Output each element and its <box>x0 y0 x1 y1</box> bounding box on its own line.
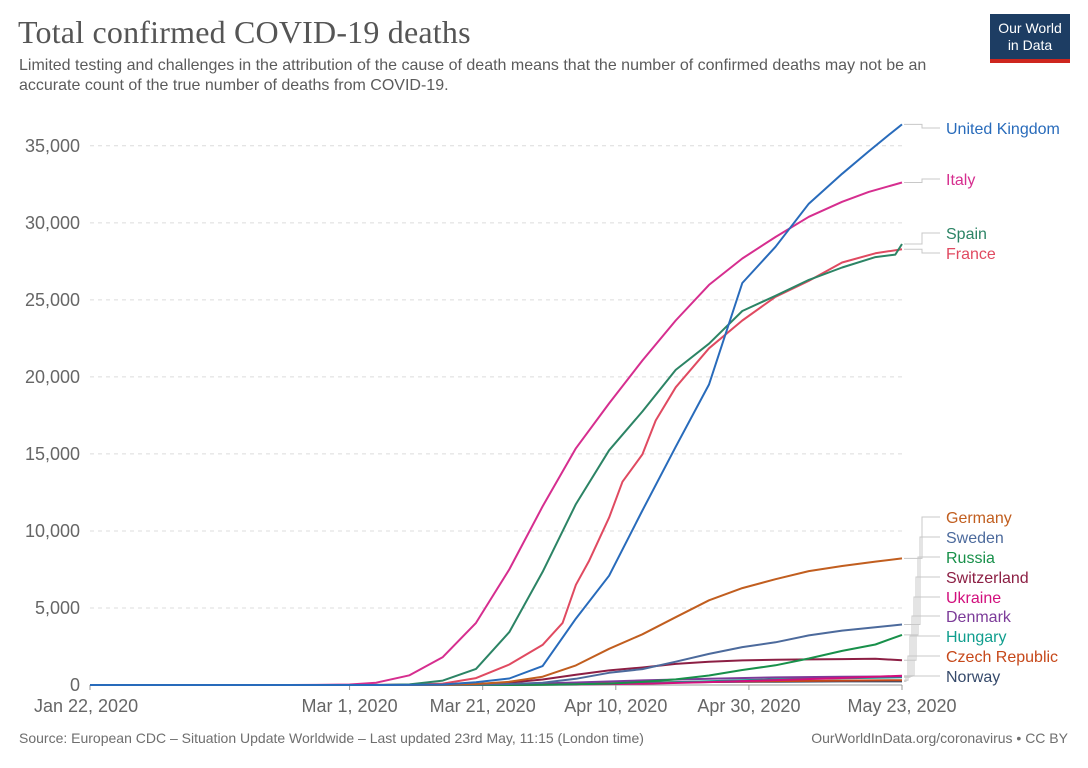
legend-label-france: France <box>946 246 996 263</box>
leader-line <box>904 123 940 129</box>
x-tick-label: May 23, 2020 <box>847 696 956 716</box>
leader-line <box>904 675 940 682</box>
owid-logo[interactable]: Our World in Data <box>990 14 1070 63</box>
series-line-italy <box>90 181 903 686</box>
y-tick-label: 15,000 <box>25 444 80 464</box>
y-tick-label: 5,000 <box>35 598 80 618</box>
legend-label-ukraine: Ukraine <box>946 590 1001 607</box>
series-line-united-kingdom <box>90 123 903 686</box>
logo-line-2: in Data <box>1007 37 1053 53</box>
leader-line <box>904 178 940 183</box>
series-line-germany <box>90 557 903 686</box>
legend-label-hungary: Hungary <box>946 629 1006 646</box>
y-tick-label: 0 <box>70 675 80 695</box>
source-note: Source: European CDC – Situation Update … <box>19 730 644 746</box>
x-tick-label: Mar 1, 2020 <box>302 696 398 716</box>
y-tick-label: 20,000 <box>25 367 80 387</box>
legend-label-sweden: Sweden <box>946 530 1004 547</box>
legend-label-italy: Italy <box>946 172 975 189</box>
leader-line <box>904 635 940 678</box>
y-tick-label: 30,000 <box>25 213 80 233</box>
y-tick-label: 10,000 <box>25 521 80 541</box>
y-tick-label: 35,000 <box>25 136 80 156</box>
leader-line <box>904 232 940 245</box>
leader-line <box>904 556 940 636</box>
logo-stripe <box>990 59 1070 63</box>
legend-label-norway: Norway <box>946 669 1000 686</box>
legend-label-united-kingdom: United Kingdom <box>946 121 1060 138</box>
legend-label-spain: Spain <box>946 226 987 243</box>
series-line-spain <box>90 243 903 686</box>
x-tick-label: Apr 10, 2020 <box>564 696 667 716</box>
leader-line <box>904 248 940 254</box>
chart-subtitle: Limited testing and challenges in the at… <box>19 57 927 94</box>
legend-label-czech-republic: Czech Republic <box>946 649 1058 666</box>
leader-line <box>904 576 940 661</box>
leader-line <box>904 516 940 559</box>
owid-logo-text: Our World in Data <box>990 20 1070 54</box>
logo-line-1: Our World <box>998 20 1062 36</box>
leader-line <box>904 615 940 677</box>
legend-label-switzerland: Switzerland <box>946 570 1029 587</box>
x-tick-label: Mar 21, 2020 <box>430 696 536 716</box>
legend-label-russia: Russia <box>946 550 995 567</box>
y-tick-label: 25,000 <box>25 290 80 310</box>
credit-link[interactable]: OurWorldInData.org/coronavirus • CC BY <box>811 730 1068 746</box>
series-line-sweden <box>90 623 903 686</box>
legend-label-germany: Germany <box>946 510 1012 527</box>
x-tick-label: Jan 22, 2020 <box>34 696 138 716</box>
x-tick-label: Apr 30, 2020 <box>697 696 800 716</box>
series-line-france <box>90 248 903 686</box>
chart-title: Total confirmed COVID-19 deaths <box>18 14 471 50</box>
legend-label-denmark: Denmark <box>946 609 1012 626</box>
